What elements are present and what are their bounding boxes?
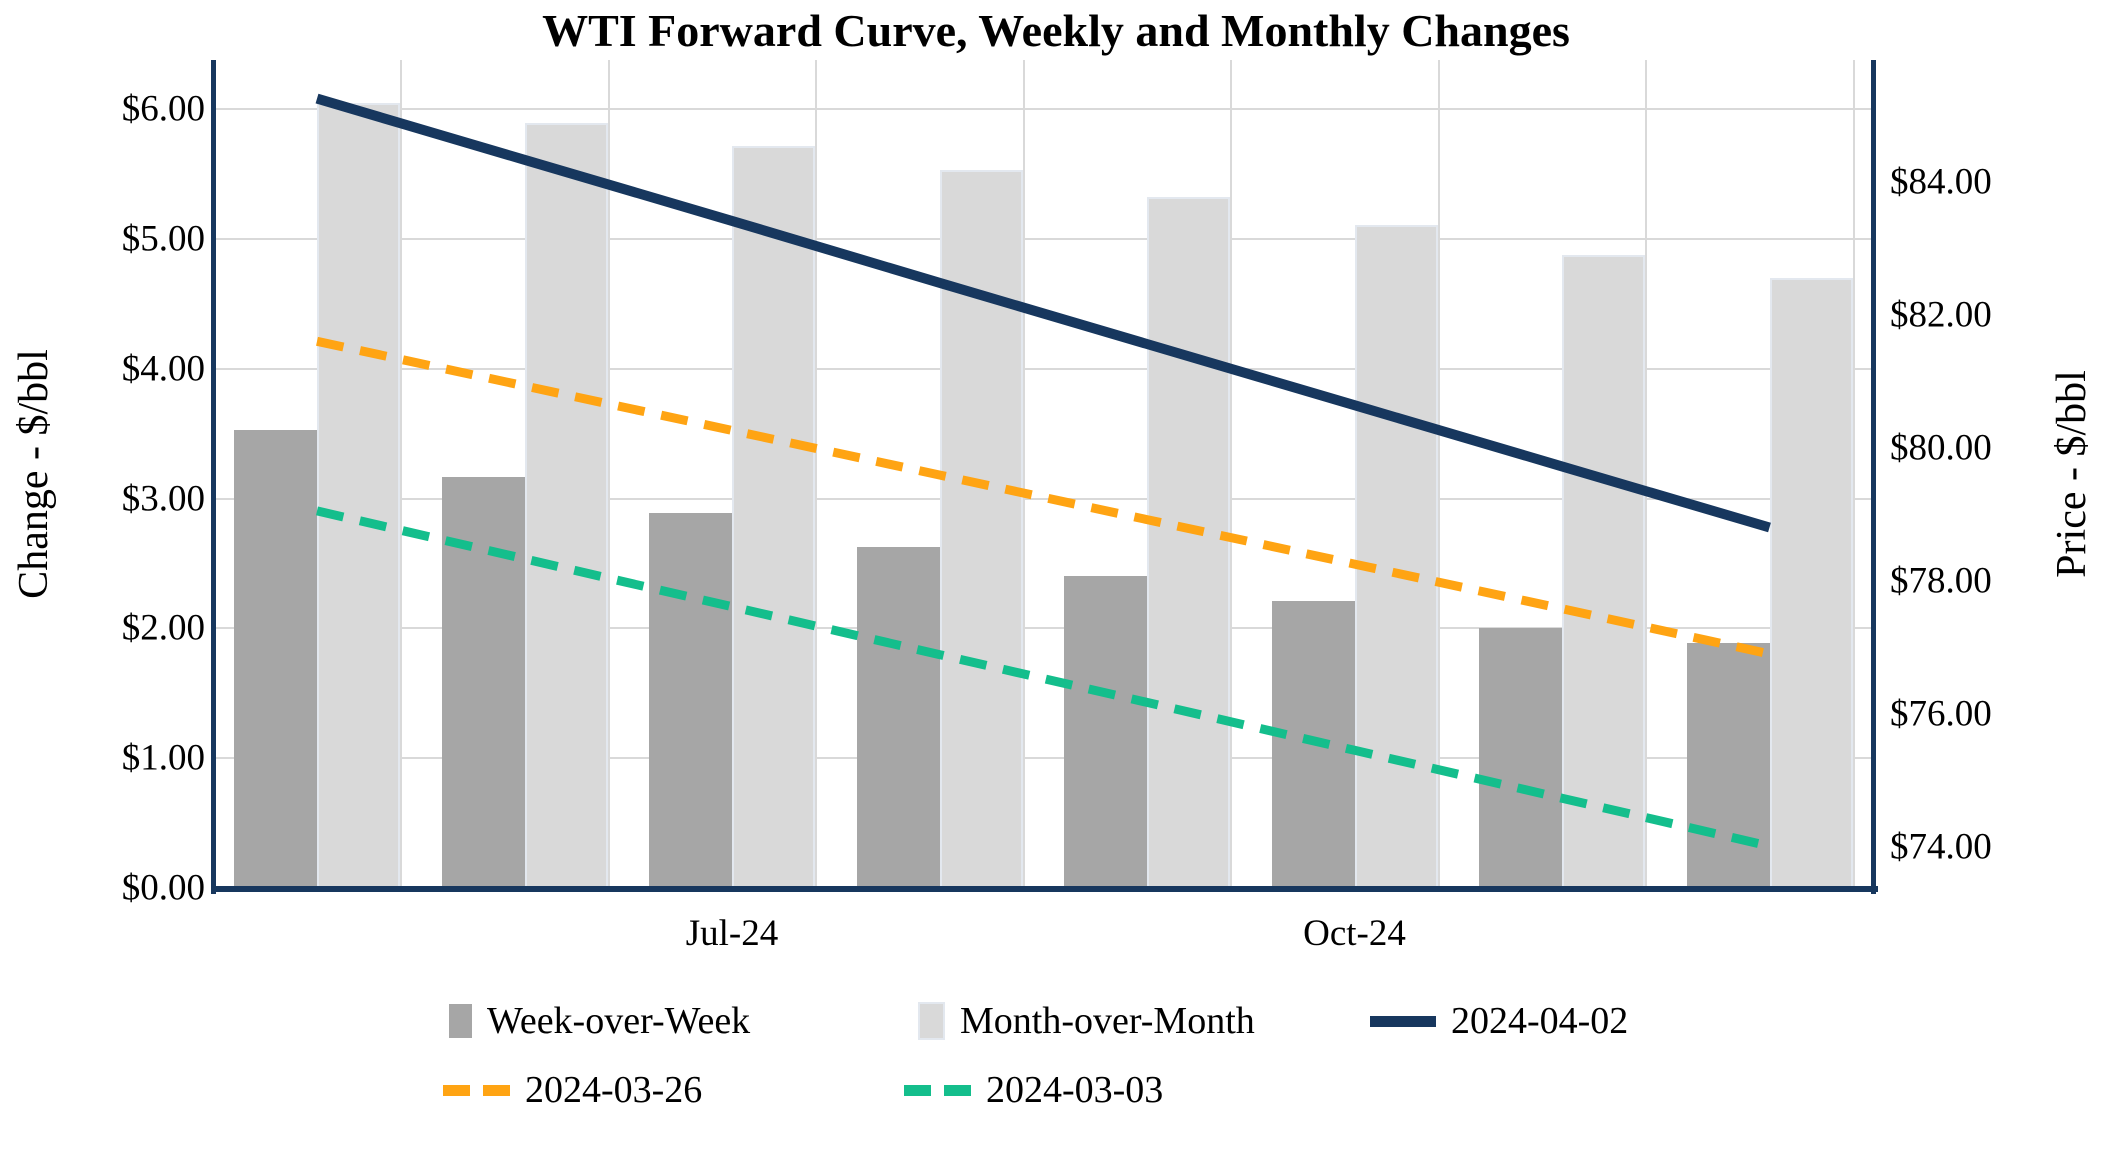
gridline-horizontal [213,497,1873,500]
bar-month-over-month [317,102,400,888]
gridline-horizontal [213,757,1873,760]
gridline-vertical [815,60,817,888]
right-axis-spine [1871,60,1876,894]
x-axis-tick: Oct-24 [1303,913,1406,954]
legend-item-2024-04-02: 2024-04-02 [1370,999,1628,1043]
gridline-vertical [1852,60,1855,888]
bar-week-over-week [1064,576,1147,888]
gridline-vertical [1022,60,1025,888]
left-axis-tick: $2.00 [121,607,205,649]
bar-week-over-week [234,429,317,888]
gridline-vertical [400,60,402,888]
bar-month-over-month [1769,277,1853,888]
month-over-month-swatch [918,1002,945,1040]
solid-line-swatch [1370,1015,1436,1027]
legend-item-month-over-month: Month-over-Month [918,999,1255,1043]
legend-item-2024-03-03: 2024-03-03 [904,1068,1163,1112]
bar-month-over-month [1147,197,1230,888]
legend-item-week-over-week: Week-over-Week [449,999,750,1043]
dashed-line-swatch [904,1084,971,1096]
gridline-horizontal [213,108,1873,111]
left-axis-spine [211,60,216,894]
gridline-horizontal [213,367,1873,370]
left-axis-tick: $3.00 [121,478,205,520]
line-2024-03-03 [315,506,1771,851]
gridline-horizontal [213,627,1873,630]
line-series-layer [315,93,1771,851]
legend-label: 2024-04-02 [1451,1000,1629,1042]
legend-label: Month-over-Month [960,1000,1255,1042]
gridline-vertical [607,60,610,888]
gridline-vertical [1645,60,1647,888]
bar-month-over-month [732,145,815,888]
gridline-vertical [1230,60,1232,888]
right-axis-tick: $82.00 [1890,294,1992,336]
right-axis-tick: $84.00 [1890,161,1992,203]
dashed-line-swatch [443,1084,510,1096]
legend-item-2024-03-26: 2024-03-26 [443,1068,702,1112]
bar-month-over-month [1562,254,1645,888]
legend-label: Week-over-Week [487,1000,751,1042]
gridline-horizontal [213,237,1873,240]
chart-title: WTI Forward Curve, Weekly and Monthly Ch… [542,5,1570,56]
plot-area [213,60,1873,888]
bar-month-over-month [524,123,608,888]
bar-month-over-month [1354,224,1438,888]
gridline-vertical [1437,60,1440,888]
bar-week-over-week [1479,628,1562,888]
left-axis-tick: $1.00 [121,737,205,779]
x-axis-tick: Jul-24 [685,913,779,954]
bar-week-over-week [649,512,732,888]
left-axis-tick: $4.00 [121,348,205,390]
left-axis-tick: $5.00 [121,218,205,260]
week-over-week-swatch [449,1004,472,1038]
right-axis-tick: $80.00 [1890,427,1992,469]
bar-week-over-week [856,546,940,888]
left-axis-tick: $6.00 [121,88,205,130]
left-axis-title: Change - $/bbl [11,349,57,599]
right-axis-tick: $76.00 [1890,693,1992,735]
legend-label: 2024-03-26 [525,1069,703,1111]
legend-label: 2024-03-03 [986,1069,1164,1111]
right-axis-tick: $78.00 [1890,560,1992,602]
x-axis-line [213,886,1878,892]
right-axis-title: Price - $/bbl [2049,370,2095,578]
line-2024-04-02 [315,93,1771,533]
left-axis-tick: $0.00 [121,867,205,909]
right-axis-tick: $74.00 [1890,826,1992,868]
line-2024-03-26 [316,336,1771,659]
